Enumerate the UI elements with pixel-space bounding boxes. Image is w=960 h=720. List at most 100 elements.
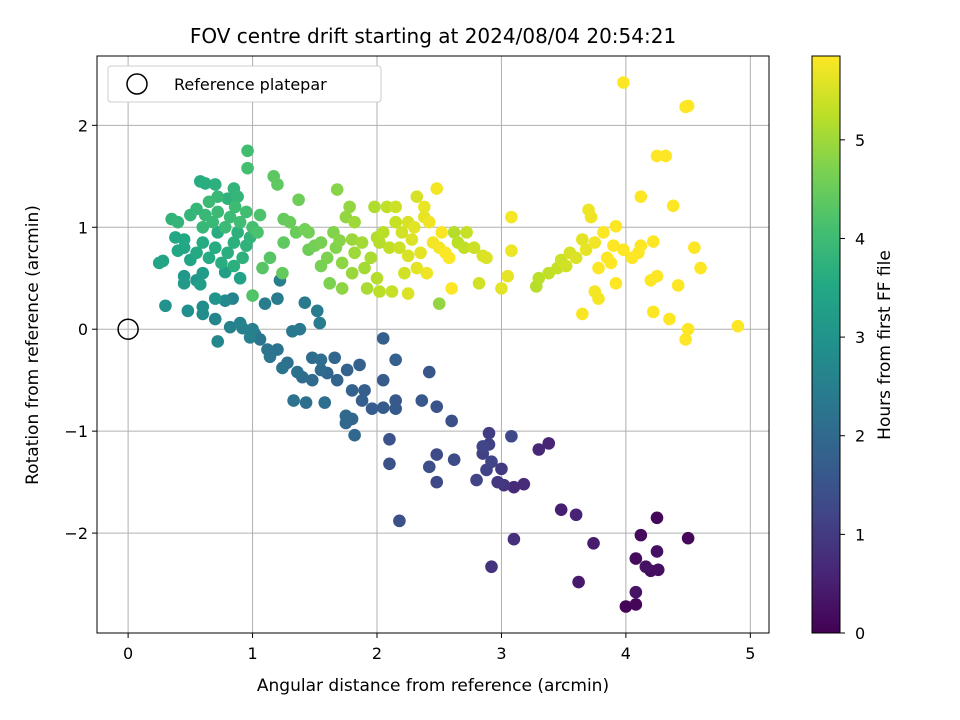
data-point xyxy=(659,149,673,163)
data-point xyxy=(221,192,234,206)
data-point xyxy=(271,178,284,191)
y-axis-label: Rotation from reference (arcmin) xyxy=(23,205,43,485)
data-point xyxy=(277,236,290,249)
data-point xyxy=(253,208,267,222)
data-point xyxy=(298,223,312,236)
data-point xyxy=(376,373,390,387)
data-point xyxy=(495,462,508,476)
data-point xyxy=(542,437,556,450)
data-point xyxy=(505,244,518,258)
data-point xyxy=(491,475,505,489)
data-point xyxy=(355,236,369,249)
data-point xyxy=(221,246,234,260)
data-point xyxy=(241,144,254,158)
data-point xyxy=(261,343,274,356)
data-point xyxy=(198,177,212,190)
colorbar-tick-label: 1 xyxy=(855,525,865,544)
data-point xyxy=(228,200,242,214)
data-point xyxy=(196,220,210,234)
data-point xyxy=(634,528,648,542)
data-point xyxy=(393,514,406,528)
data-point xyxy=(460,226,473,239)
data-point xyxy=(666,199,680,213)
data-point xyxy=(430,400,444,413)
grid-lines xyxy=(97,56,769,633)
data-point xyxy=(223,210,237,224)
data-point xyxy=(291,365,304,379)
data-point xyxy=(231,226,244,239)
data-point xyxy=(681,531,695,545)
data-point xyxy=(681,322,695,336)
data-point xyxy=(240,205,253,219)
data-point xyxy=(532,443,546,456)
data-point xyxy=(592,292,605,305)
x-tick-label: 0 xyxy=(123,644,133,663)
data-point xyxy=(196,300,210,314)
data-point xyxy=(193,278,207,291)
data-point xyxy=(517,477,531,491)
x-tick-label: 1 xyxy=(247,644,257,663)
data-point xyxy=(420,266,434,280)
data-point xyxy=(223,320,237,334)
data-point xyxy=(171,244,185,258)
data-point xyxy=(422,215,436,229)
data-point xyxy=(389,215,402,229)
data-point xyxy=(445,414,458,428)
data-point xyxy=(485,455,498,469)
data-point xyxy=(617,243,630,256)
data-point xyxy=(576,307,589,321)
data-point xyxy=(233,215,247,229)
data-point xyxy=(650,545,664,558)
data-point xyxy=(236,251,249,265)
data-point xyxy=(532,271,546,285)
data-point xyxy=(314,353,328,367)
data-point xyxy=(345,233,359,246)
data-point xyxy=(202,251,216,265)
colorbar-tick-label: 3 xyxy=(855,328,865,347)
data-point xyxy=(233,271,247,285)
data-point xyxy=(215,256,228,270)
x-tick-label: 3 xyxy=(496,644,506,663)
data-point xyxy=(299,396,313,409)
data-point xyxy=(584,210,598,224)
data-point xyxy=(181,304,195,318)
data-point xyxy=(376,332,390,345)
colorbar-tick-label: 5 xyxy=(855,131,865,150)
data-point xyxy=(587,536,600,550)
data-point xyxy=(410,190,424,203)
data-point xyxy=(629,598,643,611)
data-point xyxy=(318,396,332,409)
data-point xyxy=(335,282,349,295)
data-point xyxy=(345,266,359,280)
data-point xyxy=(505,429,518,443)
data-point xyxy=(569,508,583,522)
colorbar-ticks: 0 1 2 3 4 5 xyxy=(840,131,865,643)
data-point xyxy=(554,503,568,516)
data-point xyxy=(263,251,277,265)
data-point xyxy=(323,277,337,290)
data-point xyxy=(202,195,216,209)
data-point xyxy=(258,297,272,311)
data-point xyxy=(398,266,411,280)
colorbar-gradient xyxy=(812,56,840,633)
data-point xyxy=(646,305,660,319)
data-point xyxy=(634,239,648,252)
data-point xyxy=(401,287,415,300)
data-point xyxy=(576,233,589,246)
data-point xyxy=(470,473,483,487)
data-point xyxy=(276,361,289,375)
data-point xyxy=(310,304,324,318)
data-point xyxy=(408,220,421,234)
data-point xyxy=(432,297,446,311)
data-point xyxy=(679,333,692,346)
data-point xyxy=(430,448,444,461)
data-point xyxy=(177,277,191,290)
data-point xyxy=(345,384,359,397)
data-point xyxy=(472,277,486,290)
y-tick-label: 2 xyxy=(78,116,88,135)
data-point xyxy=(688,241,701,254)
data-point xyxy=(156,254,170,268)
data-point xyxy=(694,261,707,275)
data-point xyxy=(233,316,247,330)
